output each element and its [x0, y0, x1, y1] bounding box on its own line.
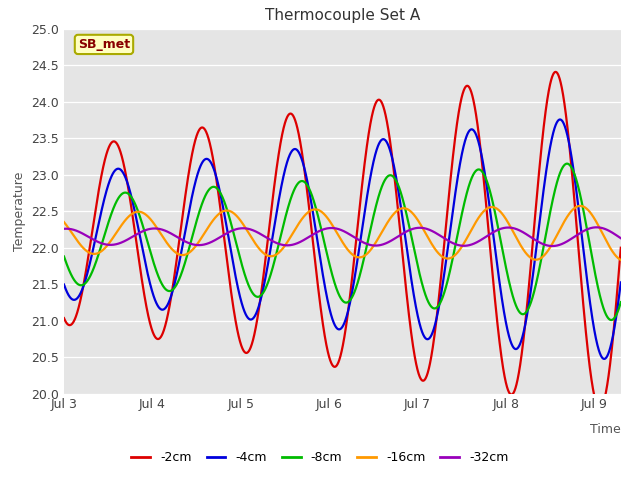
Text: Time: Time — [590, 423, 621, 436]
Text: SB_met: SB_met — [78, 38, 130, 51]
Legend: -2cm, -4cm, -8cm, -16cm, -32cm: -2cm, -4cm, -8cm, -16cm, -32cm — [127, 446, 513, 469]
Y-axis label: Temperature: Temperature — [13, 171, 26, 251]
Title: Thermocouple Set A: Thermocouple Set A — [265, 9, 420, 24]
